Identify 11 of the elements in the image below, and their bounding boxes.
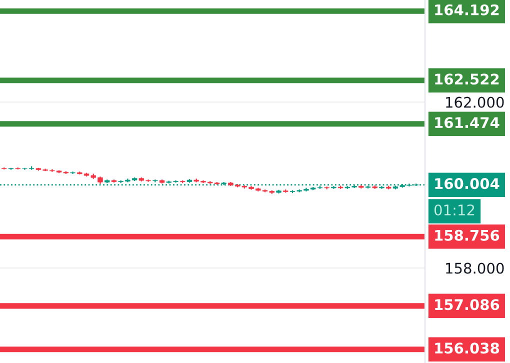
ref-line-label: 161.474 bbox=[435, 117, 500, 128]
candlestick bbox=[386, 186, 392, 190]
ref-line-label: 162.522 bbox=[435, 74, 499, 85]
ref-line-label: 160.004 bbox=[435, 178, 500, 190]
y-tick-label: 162.000 bbox=[446, 96, 504, 108]
ref-line-label: 164.192 bbox=[435, 4, 499, 16]
text: 01:12 bbox=[434, 204, 474, 216]
ref-line-label: 157.086 bbox=[435, 299, 500, 310]
ref-line-label: 156.038 bbox=[435, 342, 500, 354]
ref-line-label: 158.756 bbox=[435, 230, 500, 241]
y-tick-label: 158.000 bbox=[446, 262, 504, 274]
